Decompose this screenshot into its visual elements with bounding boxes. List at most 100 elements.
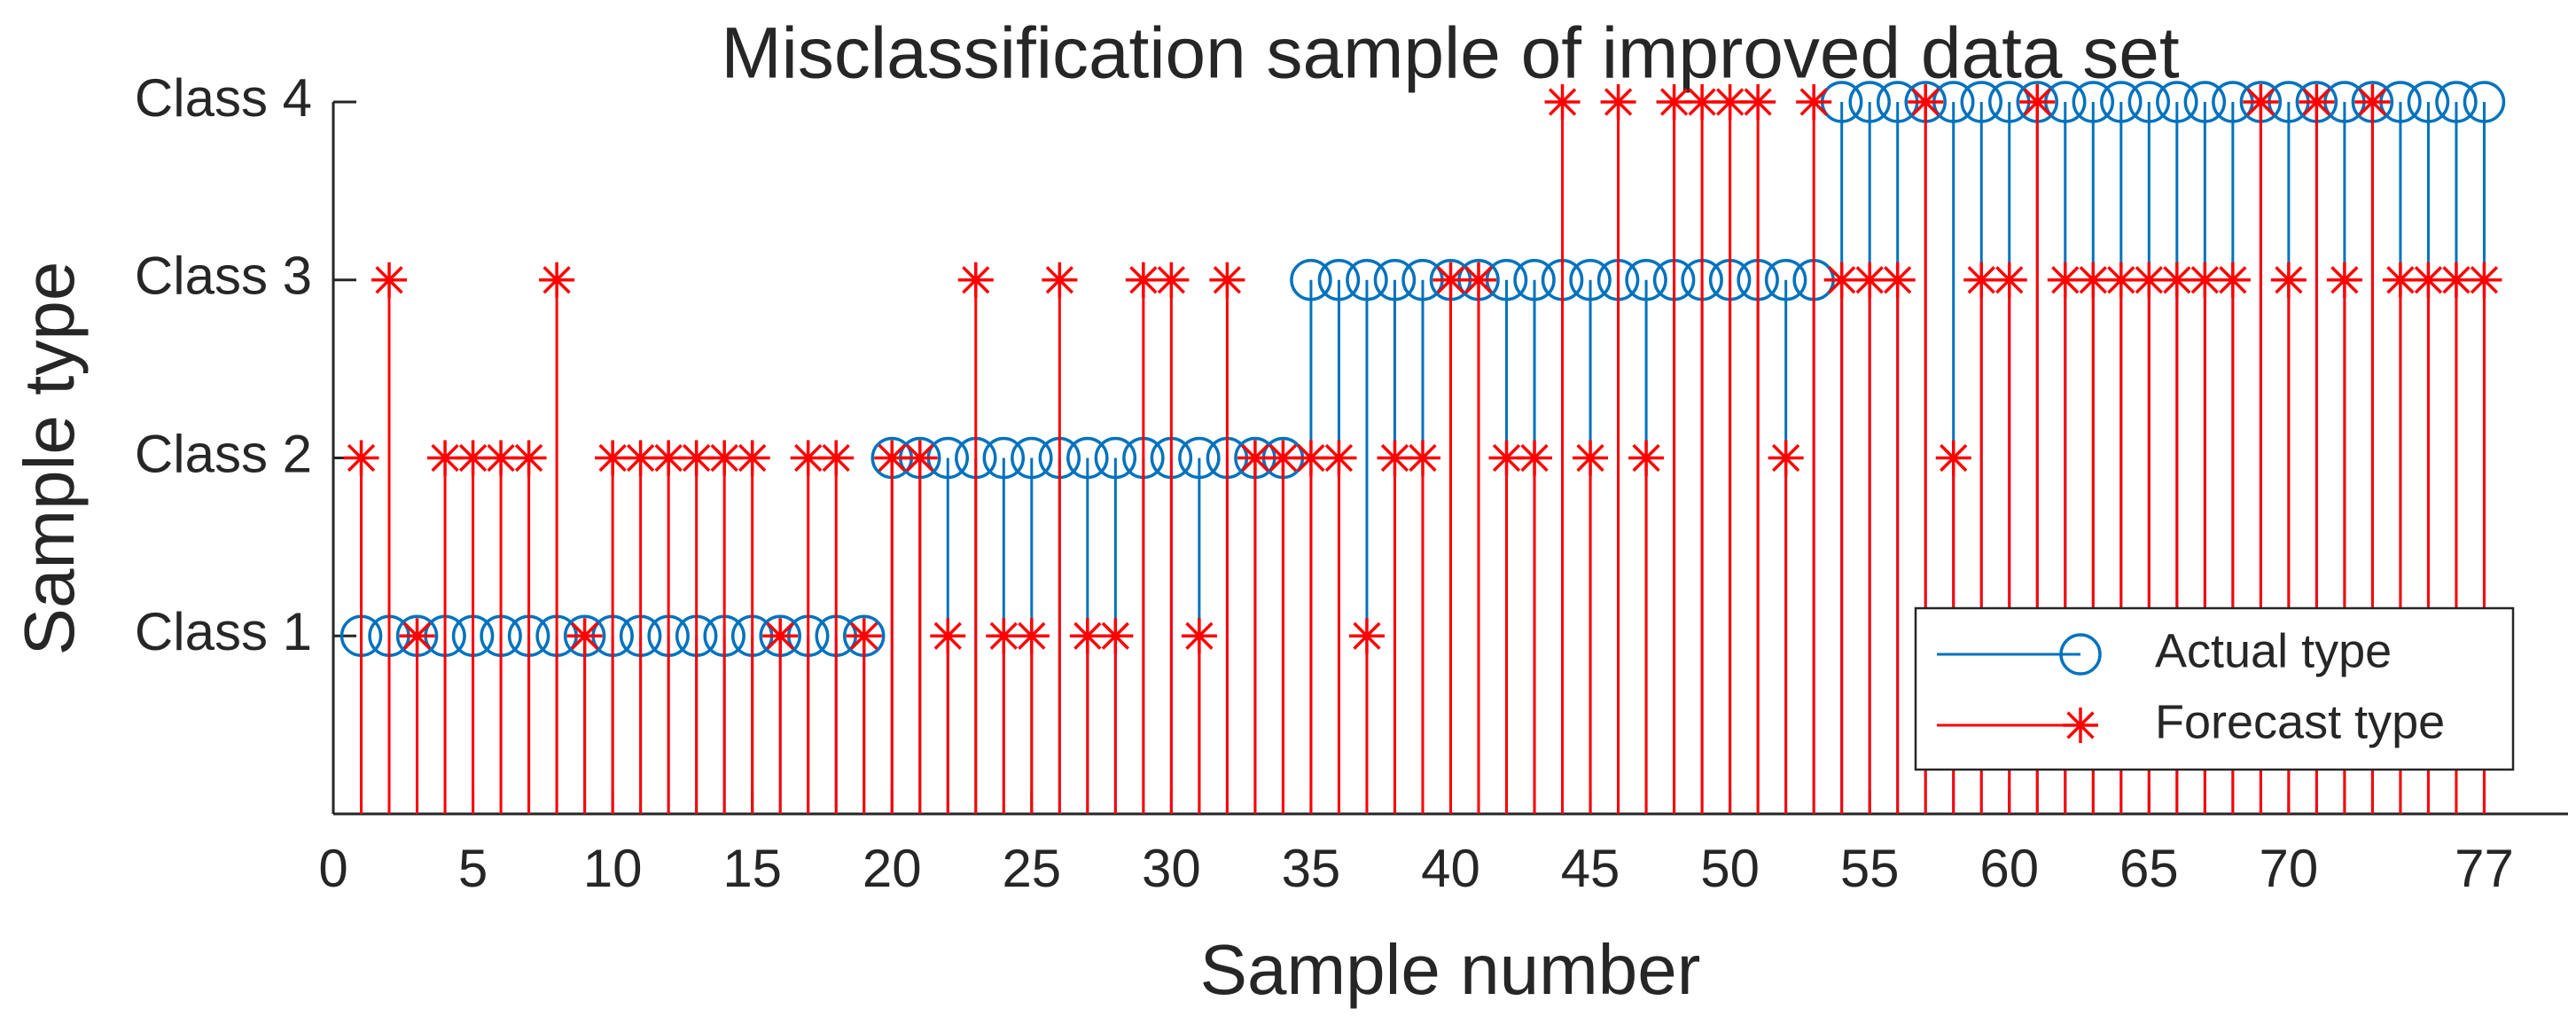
- actual-marker: [1011, 436, 1053, 480]
- x-tick-label: 10: [583, 839, 643, 898]
- forecast-marker: [1684, 84, 1721, 120]
- forecast-marker: [2410, 262, 2447, 298]
- x-tick-label: 0: [318, 839, 347, 898]
- x-tick-label: 77: [2455, 839, 2514, 898]
- actual-marker: [2463, 81, 2506, 123]
- forecast-marker: [706, 440, 743, 476]
- forecast-marker: [1712, 84, 1748, 120]
- forecast-marker: [371, 262, 408, 298]
- forecast-marker: [1013, 618, 1050, 654]
- forecast-marker: [1432, 262, 1469, 298]
- forecast-marker: [622, 440, 659, 476]
- x-tick-label: 20: [863, 839, 922, 898]
- forecast-marker: [1544, 84, 1581, 120]
- forecast-marker: [2187, 262, 2223, 298]
- x-tick-label: 55: [1840, 839, 1900, 898]
- forecast-marker: [343, 440, 379, 476]
- forecast-marker: [483, 440, 519, 476]
- forecast-marker: [2326, 262, 2362, 298]
- x-tick-label: 65: [2119, 839, 2179, 898]
- forecast-marker: [1991, 262, 2027, 298]
- actual-marker: [1066, 436, 1109, 480]
- forecast-marker: [595, 440, 631, 476]
- forecast-marker: [762, 618, 799, 654]
- actual-marker: [1625, 259, 1667, 301]
- forecast-marker: [1181, 618, 1217, 654]
- forecast-marker: [1488, 440, 1525, 476]
- forecast-marker: [790, 440, 826, 476]
- actual-marker: [2072, 81, 2115, 123]
- forecast-marker: [1879, 262, 1916, 298]
- forecast-marker: [1768, 440, 1804, 476]
- forecast-marker: [2158, 262, 2195, 298]
- forecast-marker: [1573, 440, 1609, 476]
- forecast-marker: [2075, 262, 2112, 298]
- actual-marker: [1848, 81, 1891, 123]
- forecast-marker: [930, 618, 966, 654]
- forecast-marker: [2382, 262, 2418, 298]
- forecast-marker: [2354, 84, 2391, 120]
- forecast-marker: [1265, 440, 1301, 476]
- forecast-marker: [1042, 262, 1078, 298]
- forecast-marker: [1404, 440, 1440, 476]
- forecast-marker: [399, 618, 435, 654]
- forecast-marker: [1852, 262, 1888, 298]
- forecast-marker: [1628, 440, 1665, 476]
- forecast-marker: [427, 440, 464, 476]
- forecast-marker: [1321, 440, 1357, 476]
- actual-marker: [2183, 81, 2227, 123]
- forecast-marker: [2270, 262, 2307, 298]
- forecast-marker: [1209, 262, 1245, 298]
- forecast-marker: [902, 440, 938, 476]
- x-axis-label: Sample number: [1200, 930, 1701, 1009]
- forecast-marker: [2299, 84, 2335, 120]
- forecast-marker: [2047, 262, 2083, 298]
- actual-marker: [2435, 81, 2478, 123]
- forecast-marker: [2438, 262, 2474, 298]
- forecast-marker: [1097, 618, 1134, 654]
- actual-marker: [1290, 259, 1332, 301]
- forecast-marker: [511, 440, 547, 476]
- forecast-marker: [2214, 262, 2251, 298]
- forecast-marker: [1348, 618, 1385, 654]
- forecast-marker: [2019, 84, 2056, 120]
- actual-marker: [1513, 259, 1556, 301]
- forecast-marker: [1740, 84, 1776, 120]
- forecast-marker: [1823, 262, 1860, 298]
- forecast-marker: [1153, 262, 1190, 298]
- forecast-marker: [1600, 84, 1636, 120]
- y-tick-label: Class 3: [135, 246, 312, 306]
- actual-marker: [1178, 436, 1221, 480]
- actual-marker: [1346, 259, 1388, 301]
- forecast-marker: [986, 618, 1022, 654]
- forecast-marker: [1517, 440, 1553, 476]
- y-tick-label: Class 4: [135, 68, 312, 128]
- actual-marker: [1764, 259, 1807, 301]
- y-tick-label: Class 1: [135, 602, 312, 661]
- forecast-marker: [734, 440, 770, 476]
- forecast-marker: [1656, 84, 1692, 120]
- forecast-marker: [1461, 262, 1497, 298]
- forecast-marker: [539, 262, 575, 298]
- actual-marker: [1960, 81, 2002, 123]
- chart-title: Misclassification sample of improved dat…: [721, 13, 2179, 94]
- legend-label: Actual type: [2155, 624, 2392, 677]
- actual-marker: [2127, 81, 2171, 123]
- forecast-marker: [957, 262, 994, 298]
- forecast-marker: [455, 440, 491, 476]
- forecast-marker: [1377, 440, 1413, 476]
- legend-marker: [2059, 633, 2102, 676]
- x-tick-label: 30: [1142, 839, 1201, 898]
- x-tick-label: 5: [458, 839, 488, 898]
- forecast-marker: [2103, 262, 2139, 298]
- forecast-marker: [1963, 262, 2000, 298]
- y-axis-label: Sample type: [10, 262, 89, 656]
- forecast-marker: [1125, 262, 1161, 298]
- forecast-marker: [1935, 440, 1971, 476]
- x-tick-label: 45: [1561, 839, 1620, 898]
- forecast-marker: [874, 440, 910, 476]
- x-tick-label: 35: [1282, 839, 1341, 898]
- forecast-marker: [1908, 84, 1944, 120]
